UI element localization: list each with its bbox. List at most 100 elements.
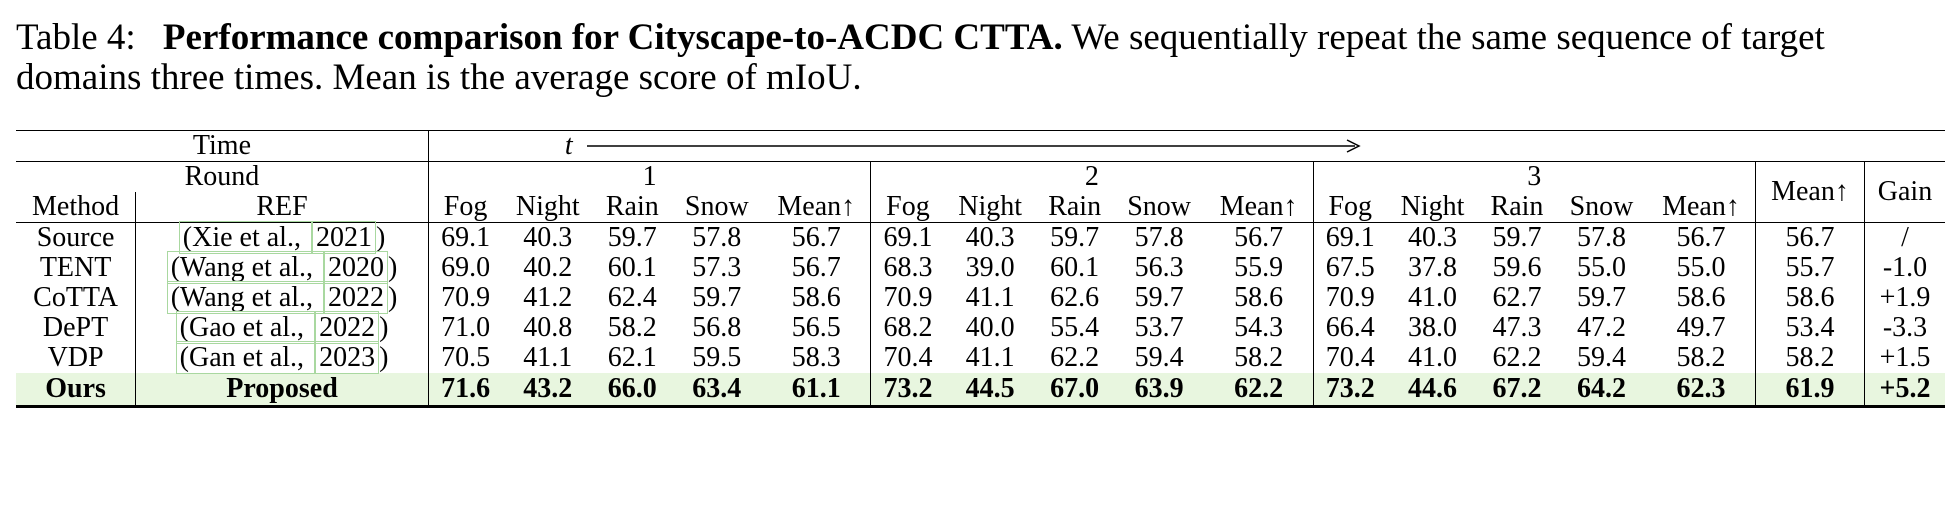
value-cell: 62.3 [1647,373,1756,407]
value-cell: 62.7 [1492,282,1542,313]
ref-year-link[interactable]: 2023 [315,341,380,374]
value-cell: 57.3 [692,252,742,283]
value-cell: 56.7 [1204,222,1314,253]
value-cell: 56.5 [762,313,872,343]
value-cell: 44.5 [944,373,1036,407]
gain-cell: +5.2 [1864,373,1945,407]
gain-cell: -3.3 [1882,312,1928,343]
value-cell: 59.7 [1134,282,1184,313]
value-cell: 56.7 [1647,222,1756,253]
column-header-row: Method REF Fog Night Rain Snow Mean↑ Fog Night… [16,192,1945,223]
value-cell: 70.4 [1325,342,1375,373]
value-cell: 41.1 [965,282,1015,313]
value-cell: 56.8 [692,312,742,343]
value-cell: 40.3 [965,222,1015,253]
column-header-round-1-4: Mean↑ [762,192,872,223]
value-cell: 64.2 [1555,373,1647,407]
value-cell: 68.3 [883,252,933,283]
overall-mean-cell: 58.6 [1755,283,1865,313]
value-cell: 63.9 [1113,373,1205,407]
ref-cell[interactable]: (Xie et al., 2021) [135,221,429,254]
ref-cell[interactable]: (Wang et al., 2020) [135,251,429,284]
value-cell: 55.9 [1204,253,1314,283]
table-caption: Table 4: Performance comparison for City… [16,18,1946,98]
ref-close: ) [388,252,398,283]
time-symbol: t [564,130,573,161]
value-cell: 69.1 [1325,222,1375,253]
value-cell: 40.3 [523,222,573,253]
ref-author-link[interactable]: (Gao et al., [175,311,316,344]
column-header-round-1-3: Snow [671,192,763,223]
value-cell: 62.1 [607,342,657,373]
overall-mean-cell: 56.7 [1755,222,1865,253]
ref-cell[interactable]: (Wang et al., 2022) [135,281,429,314]
time-arrow-cell: t [428,131,1945,162]
value-cell: 57.8 [1134,222,1184,253]
value-cell: 59.5 [692,342,742,373]
ref-author-link[interactable]: (Wang et al., [166,251,325,284]
value-cell: 54.3 [1204,313,1314,343]
column-header-round-2-3: Snow [1113,192,1205,223]
ref-close: ) [388,282,398,313]
value-cell: 41.1 [523,342,573,373]
value-cell: 59.7 [692,282,742,313]
overall-mean-cell: 53.4 [1755,313,1865,343]
table-row: CoTTA (Wang et al., 2022) 70.9 41.2 62.4 59.7… [16,281,1945,314]
method-cell: Ours [16,373,137,407]
ref-cell[interactable]: (Gan et al., 2023) [135,341,429,374]
column-header-round-3-3: Snow [1555,192,1647,223]
time-label: Time [16,130,429,162]
value-cell: 55.0 [1647,253,1756,283]
value-cell: 70.9 [1325,282,1375,313]
value-cell: 55.4 [1050,312,1100,343]
value-cell: 69.0 [441,252,491,283]
value-cell: 59.6 [1492,252,1542,283]
value-cell: 58.6 [762,283,872,313]
method-header: Method [16,192,137,223]
value-cell: 68.2 [883,312,933,343]
value-cell: 57.8 [1576,222,1626,253]
value-cell: 53.7 [1134,312,1184,343]
gain-cell: +1.9 [1879,282,1931,313]
ref-cell[interactable]: (Gao et al., 2022) [135,311,429,344]
value-cell: 55.0 [1576,252,1626,283]
value-cell: 40.0 [965,312,1015,343]
ref-close: ) [379,342,389,373]
value-cell: 59.4 [1576,342,1626,373]
value-cell: 67.5 [1325,252,1375,283]
value-cell: 59.7 [607,222,657,253]
ref-year-link[interactable]: 2022 [315,311,380,344]
value-cell: 70.4 [883,342,933,373]
value-cell: 59.7 [1050,222,1100,253]
value-cell: 70.9 [883,282,933,313]
gain-header: Gain [1864,161,1945,223]
value-cell: 44.6 [1386,373,1478,407]
value-cell: 41.2 [523,282,573,313]
value-cell: 73.2 [1313,373,1387,407]
ref-author-link[interactable]: (Gan et al., [175,341,316,374]
ref-cell: Proposed [135,373,429,407]
ref-year-link[interactable]: 2021 [311,221,376,254]
value-cell: 41.0 [1407,282,1457,313]
value-cell: 39.0 [965,252,1015,283]
ref-year-link[interactable]: 2022 [324,281,389,314]
value-cell: 62.4 [607,282,657,313]
caption-title: Performance comparison for Cityscape-to-… [162,17,1063,58]
time-header-row: Time t [16,130,1945,162]
column-header-round-2-4: Mean↑ [1204,192,1314,223]
ref-author-link[interactable]: (Xie et al., [178,221,312,254]
ref-close: ) [375,222,386,253]
value-cell: 69.1 [883,222,933,253]
value-cell: 71.0 [441,312,491,343]
caption-label: Table 4: [16,17,136,58]
round-2-label: 2 [870,161,1314,192]
ref-author-link[interactable]: (Wang et al., [166,281,325,314]
column-header-round-2-0: Fog [870,192,945,223]
ref-year-link[interactable]: 2020 [324,251,389,284]
value-cell: 62.6 [1050,282,1100,313]
value-cell: 58.2 [1647,343,1756,373]
value-cell: 40.3 [1407,222,1457,253]
method-cell: TENT [16,253,137,283]
gain-cell: / [1901,222,1909,253]
value-cell: 40.8 [523,312,573,343]
